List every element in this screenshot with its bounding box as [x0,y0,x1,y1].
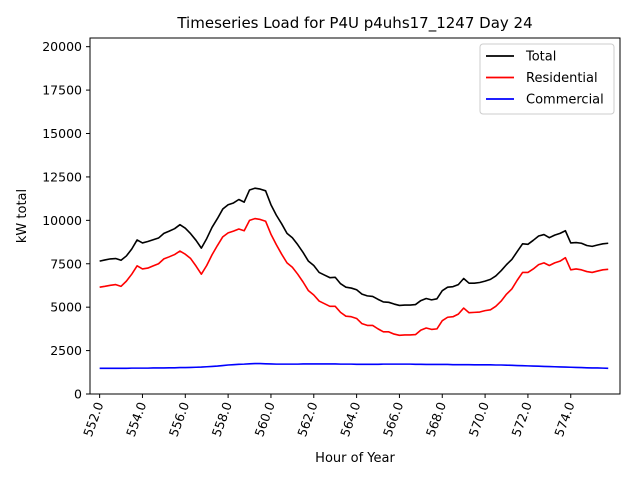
series-line-residential [99,217,609,337]
y-tick-label: 0 [74,387,82,402]
x-tick-label: 566.0 [380,400,406,439]
x-tick-label: 568.0 [423,400,449,439]
y-axis-label: kW total [15,189,30,243]
y-tick-label: 10000 [42,213,82,228]
y-tick-label: 17500 [42,83,82,98]
legend-box [479,43,615,115]
x-axis: 552.0 554.0 556.0 558.0 560.0 562.0 564.0 566.0… [80,394,578,439]
legend: Total Residential Commercial [479,43,615,115]
x-tick-label: 556.0 [166,400,192,439]
chart-title: Timeseries Load for P4U p4uhs17_1247 Day… [176,14,532,33]
legend-label-total: Total [525,50,556,65]
x-tick-label: 564.0 [337,400,363,439]
x-tick-label: 560.0 [251,400,277,439]
y-axis: 0 2500 5000 7500 10000 12500 15000 17500 20000 [42,39,90,402]
x-tick-label: 572.0 [508,400,534,439]
y-tick-label: 5000 [50,300,82,315]
x-tick-label: 552.0 [80,400,106,439]
x-tick-label: 558.0 [209,400,235,439]
series-line-total [99,187,609,307]
legend-label-commercial: Commercial [526,93,604,108]
x-tick-label: 562.0 [294,400,320,439]
y-tick-label: 20000 [42,39,82,54]
x-tick-label: 570.0 [466,400,492,439]
y-tick-label: 2500 [50,343,82,358]
y-tick-label: 15000 [42,126,82,141]
series-layer [99,187,609,370]
x-axis-label: Hour of Year [315,451,395,466]
x-tick-label: 574.0 [551,400,577,439]
series-line-commercial [99,362,609,370]
legend-label-residential: Residential [526,71,598,86]
y-tick-label: 7500 [50,256,82,271]
y-tick-label: 12500 [42,169,82,184]
x-tick-label: 554.0 [123,400,149,439]
